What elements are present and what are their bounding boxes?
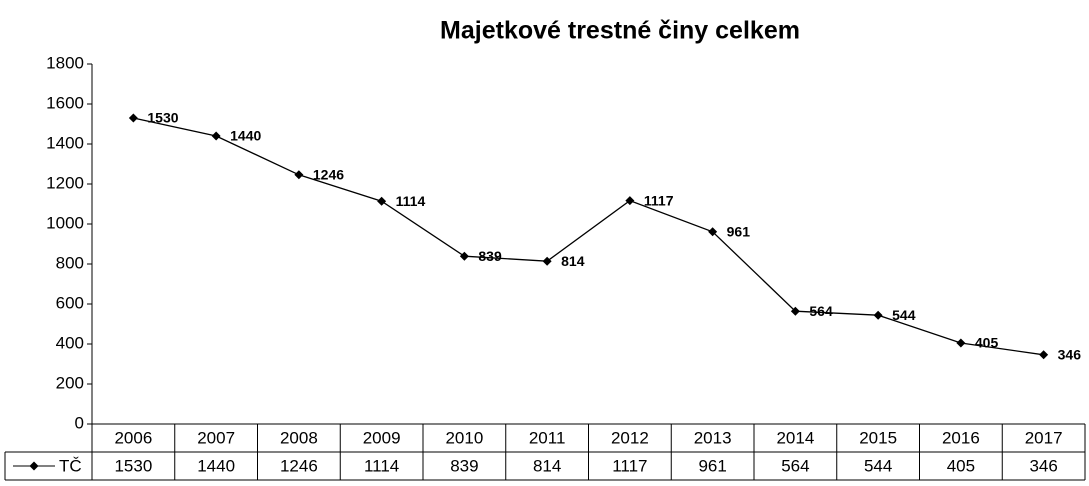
x-tick-label: 2014	[776, 428, 814, 447]
table-value: 346	[1029, 456, 1057, 475]
x-tick-label: 2007	[197, 428, 235, 447]
data-label: 1530	[147, 110, 178, 126]
y-tick-label: 1000	[46, 213, 84, 232]
table-value: 1117	[612, 456, 647, 475]
legend-label: TČ	[59, 456, 82, 475]
marker	[708, 227, 718, 237]
data-label: 814	[561, 253, 585, 269]
data-label: 1440	[230, 128, 261, 144]
marker	[956, 338, 966, 348]
table-value: 1246	[280, 456, 318, 475]
x-tick-label: 2013	[694, 428, 732, 447]
line	[133, 117, 1044, 356]
table-value: 961	[698, 456, 726, 475]
data-label: 961	[727, 224, 751, 240]
marker	[377, 196, 387, 206]
x-tick-label: 2008	[280, 428, 318, 447]
y-tick-label: 1600	[46, 93, 84, 112]
table-value: 544	[864, 456, 892, 475]
x-tick-label: 2015	[859, 428, 897, 447]
legend-marker	[29, 461, 39, 471]
x-tick-label: 2011	[529, 428, 566, 447]
table-value: 1440	[197, 456, 235, 475]
data-label: 839	[478, 248, 502, 264]
x-tick-label: 2016	[942, 428, 980, 447]
y-tick-label: 1400	[46, 133, 84, 152]
x-tick-label: 2017	[1025, 428, 1063, 447]
x-tick-label: 2012	[611, 428, 649, 447]
x-tick-label: 2006	[114, 428, 152, 447]
chart-title: Majetkové trestné činy celkem	[440, 17, 800, 45]
x-tick-label: 2009	[363, 428, 401, 447]
data-label: 1114	[396, 193, 426, 209]
y-tick-label: 0	[75, 413, 84, 432]
marker	[790, 306, 800, 316]
y-tick-label: 200	[56, 373, 84, 392]
data-label: 564	[809, 303, 833, 319]
y-tick-label: 600	[56, 293, 84, 312]
marker	[128, 113, 138, 123]
data-label: 1117	[644, 192, 674, 208]
table-value: 839	[450, 456, 478, 475]
y-tick-label: 400	[56, 333, 84, 352]
data-label: 1246	[313, 167, 344, 183]
marker	[625, 196, 635, 206]
y-tick-label: 1200	[46, 173, 84, 192]
table-value: 1114	[364, 456, 399, 475]
table-value: 405	[947, 456, 975, 475]
marker	[542, 256, 552, 266]
data-label: 544	[892, 307, 916, 323]
y-tick-label: 1800	[46, 53, 84, 72]
x-tick-label: 2010	[445, 428, 483, 447]
marker	[294, 170, 304, 180]
marker	[1039, 350, 1049, 360]
table-value: 564	[781, 456, 809, 475]
y-tick-label: 800	[56, 253, 84, 272]
marker	[873, 310, 883, 320]
data-label: 405	[975, 335, 999, 351]
table-value: 1530	[114, 456, 152, 475]
marker	[459, 251, 469, 261]
table-value: 814	[533, 456, 561, 475]
data-label: 346	[1058, 347, 1082, 363]
marker	[211, 131, 221, 141]
